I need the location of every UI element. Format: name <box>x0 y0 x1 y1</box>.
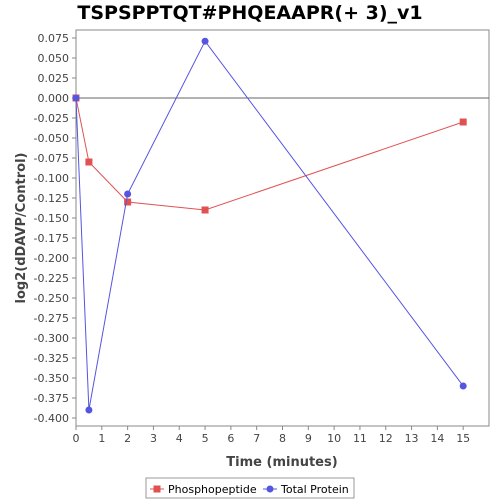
x-tick-label: 11 <box>353 432 367 445</box>
y-tick-label: -0.225 <box>34 272 69 285</box>
y-tick-label: -0.300 <box>34 332 69 345</box>
y-tick-label: -0.275 <box>34 312 69 325</box>
y-tick-label: -0.075 <box>34 152 69 165</box>
data-point <box>459 382 467 390</box>
x-tick-label: 2 <box>124 432 131 445</box>
data-point <box>85 406 93 414</box>
y-tick-label: -0.250 <box>34 292 69 305</box>
x-axis-label: Time (minutes) <box>226 455 337 470</box>
x-tick-label: 14 <box>430 432 444 445</box>
y-tick-label: -0.200 <box>34 252 69 265</box>
data-point <box>459 118 467 126</box>
y-tick-label: 0.050 <box>38 52 70 65</box>
legend: Phosphopeptide Total Protein <box>145 477 355 499</box>
x-tick-label: 8 <box>279 432 286 445</box>
x-tick-label: 15 <box>456 432 470 445</box>
x-tick-label: 4 <box>176 432 183 445</box>
y-tick-label: 0.025 <box>38 72 70 85</box>
x-axis: 0 1 2 3 4 5 6 7 8 9 10 11 12 13 14 15 <box>73 426 470 445</box>
x-tick-label: 12 <box>379 432 393 445</box>
y-tick-label: 0.000 <box>38 92 70 105</box>
x-tick-label: 7 <box>253 432 260 445</box>
y-tick-label: -0.050 <box>34 132 69 145</box>
y-tick-label: -0.025 <box>34 112 69 125</box>
chart-title: TSPSPPTQT#PHQEAAPR(+ 3)_v1 <box>77 2 423 24</box>
x-tick-label: 6 <box>227 432 234 445</box>
x-tick-label: 9 <box>305 432 312 445</box>
data-point <box>85 158 93 166</box>
legend-marker-square <box>153 485 161 493</box>
y-tick-label: -0.400 <box>34 412 69 425</box>
y-tick-label: -0.375 <box>34 392 69 405</box>
data-point <box>72 94 80 102</box>
legend-label: Total Protein <box>280 483 349 496</box>
x-tick-label: 0 <box>73 432 80 445</box>
series-total-protein <box>72 37 467 414</box>
y-axis: 0.075 0.050 0.025 0.000 -0.025 -0.050 -0.075 -0… <box>34 32 76 425</box>
y-tick-label: -0.350 <box>34 372 69 385</box>
data-point <box>201 206 209 214</box>
y-tick-label: -0.100 <box>34 172 69 185</box>
y-axis-label: log2(dDAVP/Control) <box>14 153 29 304</box>
data-point <box>201 37 209 45</box>
legend-frame <box>145 477 355 499</box>
y-tick-label: -0.175 <box>34 232 69 245</box>
legend-label: Phosphopeptide <box>168 483 257 496</box>
x-tick-label: 3 <box>150 432 157 445</box>
series-layer <box>72 37 467 414</box>
x-tick-label: 5 <box>202 432 209 445</box>
x-tick-label: 13 <box>405 432 419 445</box>
data-point <box>124 198 132 206</box>
x-tick-label: 10 <box>327 432 341 445</box>
x-tick-label: 1 <box>98 432 105 445</box>
y-tick-label: -0.325 <box>34 352 69 365</box>
y-tick-label: -0.150 <box>34 212 69 225</box>
data-point <box>124 190 132 198</box>
plot-area <box>75 29 490 427</box>
legend-marker-circle <box>266 485 274 493</box>
y-tick-label: 0.075 <box>38 32 70 45</box>
y-tick-label: -0.125 <box>34 192 69 205</box>
